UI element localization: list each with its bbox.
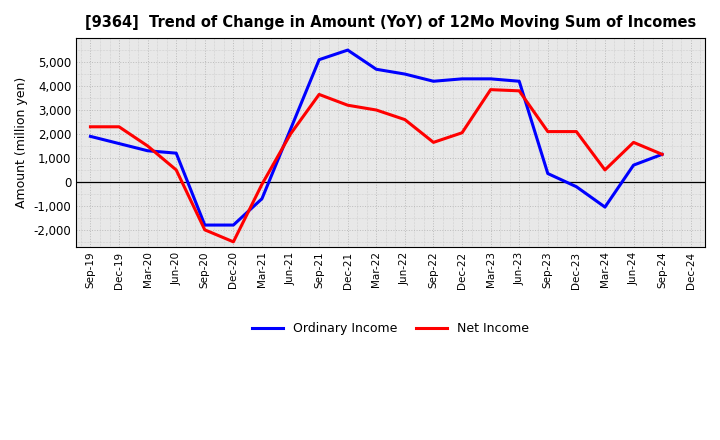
Title: [9364]  Trend of Change in Amount (YoY) of 12Mo Moving Sum of Incomes: [9364] Trend of Change in Amount (YoY) o… [85,15,696,30]
Ordinary Income [315,57,323,62]
Ordinary Income [372,66,381,72]
Ordinary Income [86,134,95,139]
Net Income [287,132,295,137]
Line: Net Income: Net Income [91,90,662,242]
Ordinary Income [429,79,438,84]
Net Income [86,124,95,129]
Net Income [486,87,495,92]
Ordinary Income [200,222,209,227]
Net Income [343,103,352,108]
Ordinary Income [343,48,352,53]
Ordinary Income [629,162,638,168]
Ordinary Income [114,141,123,146]
Y-axis label: Amount (million yen): Amount (million yen) [15,77,28,208]
Legend: Ordinary Income, Net Income: Ordinary Income, Net Income [247,318,534,341]
Net Income [515,88,523,93]
Net Income [372,107,381,113]
Net Income [600,167,609,172]
Net Income [429,140,438,145]
Ordinary Income [658,152,667,157]
Ordinary Income [172,150,181,156]
Net Income [315,92,323,97]
Ordinary Income [458,76,467,81]
Net Income [572,129,581,134]
Net Income [200,227,209,232]
Line: Ordinary Income: Ordinary Income [91,50,662,225]
Ordinary Income [287,127,295,132]
Ordinary Income [600,205,609,210]
Ordinary Income [544,171,552,176]
Ordinary Income [515,79,523,84]
Net Income [229,239,238,245]
Ordinary Income [400,71,409,77]
Net Income [544,129,552,134]
Ordinary Income [258,196,266,202]
Net Income [458,130,467,136]
Ordinary Income [229,222,238,227]
Ordinary Income [486,76,495,81]
Net Income [629,140,638,145]
Ordinary Income [143,148,152,154]
Ordinary Income [572,184,581,189]
Net Income [400,117,409,122]
Net Income [114,124,123,129]
Net Income [258,182,266,187]
Net Income [172,167,181,172]
Net Income [143,143,152,149]
Net Income [658,152,667,157]
